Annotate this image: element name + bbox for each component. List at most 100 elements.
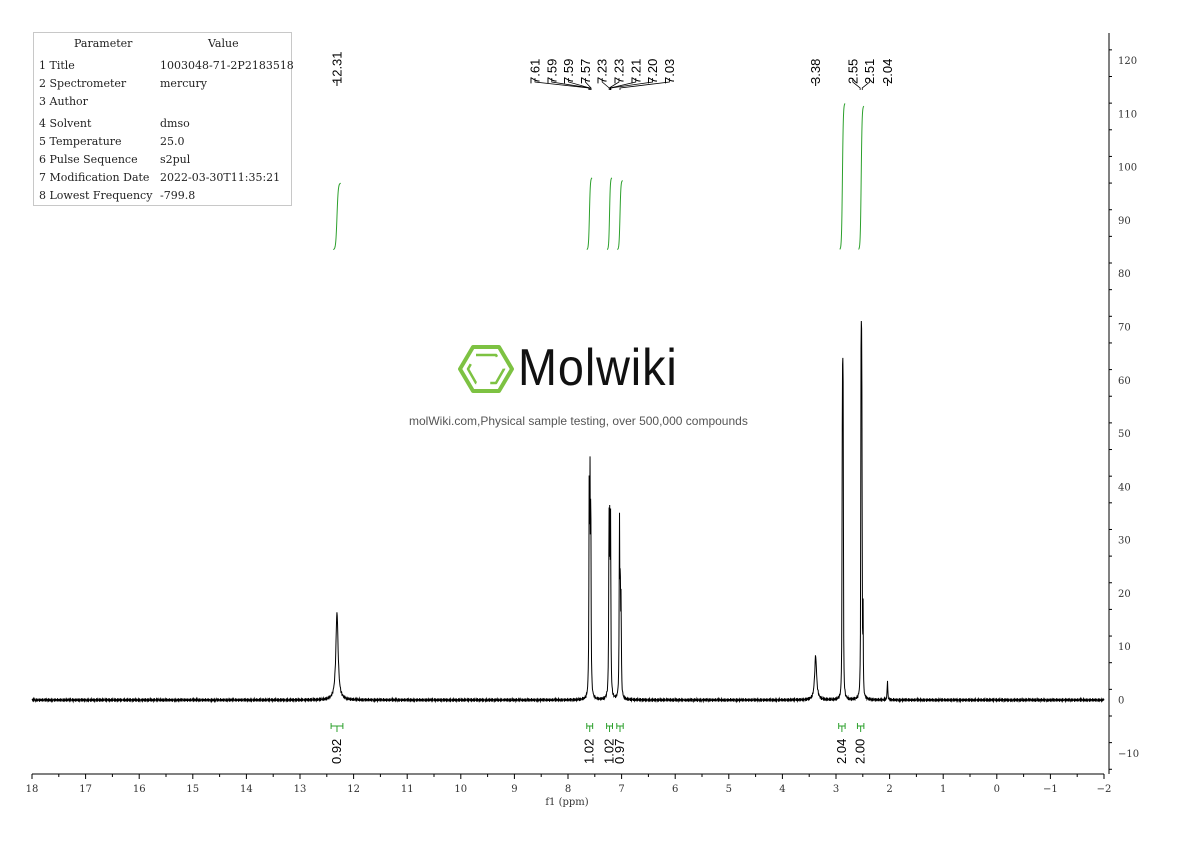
x-tick-label: 7 (618, 784, 624, 795)
y-tick-label: 110 (1118, 109, 1137, 120)
parameter-value: 1003048-71-2P2183518 (160, 59, 294, 72)
integral-value: 1.02 (582, 739, 597, 764)
parameter-key: 1 Title (39, 59, 75, 72)
parameter-key: 2 Spectrometer (39, 77, 127, 90)
spectrum-trace (31, 321, 1105, 704)
peak-label: 7.21 (628, 59, 643, 84)
integral-value: 0.92 (329, 739, 344, 764)
x-tick-label: 3 (833, 784, 839, 795)
integral-curve (617, 180, 623, 250)
peak-label-connector (608, 78, 620, 90)
peak-label: 2.04 (880, 59, 895, 84)
peak-label: 7.61 (527, 59, 542, 84)
peak-label-connector (619, 78, 670, 90)
integral-value: 2.00 (853, 739, 868, 764)
integral-curve (333, 182, 341, 250)
x-tick-label: 1 (940, 784, 946, 795)
peak-label: 7.20 (645, 59, 660, 84)
x-tick-label: 2 (886, 784, 892, 795)
integral-curve (606, 177, 613, 250)
parameter-key: 6 Pulse Sequence (39, 153, 138, 166)
peak-label-connector (861, 78, 870, 90)
y-tick-label: 30 (1118, 536, 1131, 547)
parameter-value: -799.8 (160, 189, 196, 202)
x-tick-label: −2 (1097, 784, 1112, 795)
parameter-key: 3 Author (39, 95, 88, 108)
integral-brackets: 0.92 1.02 1.020.97 2.04 2.00 (329, 723, 868, 764)
peak-label: 7.59 (561, 59, 576, 84)
peak-label-connector (852, 78, 861, 90)
parameter-header: Parameter (74, 37, 133, 50)
parameter-value: dmso (160, 117, 190, 130)
peak-label-connector (568, 78, 591, 90)
integral-curve (839, 103, 846, 250)
parameter-value: mercury (160, 77, 207, 90)
y-tick-label: 40 (1118, 482, 1131, 493)
integral-value: 2.04 (834, 739, 849, 764)
y-tick-label: 120 (1118, 56, 1137, 67)
y-tick-label: 20 (1118, 589, 1131, 600)
y-tick-label: 0 (1118, 696, 1124, 707)
parameter-key: 5 Temperature (39, 135, 122, 148)
x-tick-label: 0 (994, 784, 1000, 795)
y-tick-label: 90 (1118, 216, 1131, 227)
x-tick-label: 17 (79, 784, 92, 795)
integral-curve (858, 105, 865, 250)
integral-value: 0.97 (612, 739, 627, 764)
peak-label-connector (584, 78, 592, 90)
peak-label: 7.59 (544, 59, 559, 84)
peak-label-groups: 12.31 7.61 7.59 7.59 7.57 7.23 7.23 7.21 7.20 7.0… (329, 51, 895, 90)
x-tick-label: 15 (186, 784, 199, 795)
peak-label: 2.55 (845, 59, 860, 84)
x-tick-label: 5 (726, 784, 732, 795)
x-axis: 18 17 16 15 14 13 12 11 10 9 8 7 6 5 4 3 2 1 0 −1 −2 (26, 773, 1112, 795)
y-tick-label: 50 (1118, 429, 1131, 440)
watermark-tagline: molWiki.com,Physical sample testing, ove… (409, 414, 748, 428)
peak-label: 7.23 (595, 59, 610, 84)
y-tick-label: 10 (1118, 642, 1131, 653)
y-tick-label: 80 (1118, 269, 1131, 280)
y-tick-label: 70 (1118, 322, 1131, 333)
x-tick-label: 4 (779, 784, 785, 795)
x-axis-label: f1 (ppm) (545, 797, 588, 808)
integral-value: 1.02 (602, 739, 617, 764)
y-tick-label: 60 (1118, 376, 1131, 387)
x-tick-label: 14 (240, 784, 253, 795)
x-tick-label: 12 (347, 784, 360, 795)
peak-label-connector (534, 78, 590, 90)
parameter-value: 25.0 (160, 135, 185, 148)
spectrum-layer (31, 321, 1105, 704)
parameter-table: Parameter Value 1 Title 1003048-71-2P218… (33, 32, 294, 206)
peak-label-connector (609, 78, 637, 90)
peak-label: 7.57 (578, 59, 593, 84)
x-tick-label: 8 (565, 784, 571, 795)
x-tick-label: 16 (133, 784, 146, 795)
peak-label: 7.23 (611, 59, 626, 84)
x-tick-label: 9 (511, 784, 517, 795)
parameter-value: 2022-03-30T11:35:21 (160, 171, 281, 184)
peak-label: 7.03 (662, 59, 677, 84)
x-tick-label: −1 (1043, 784, 1058, 795)
x-tick-label: 18 (26, 784, 39, 795)
watermark-brand: Molwiki (518, 339, 678, 397)
peak-label-connector (610, 78, 653, 90)
parameter-key: 8 Lowest Frequency (39, 189, 153, 202)
peak-label: 2.51 (862, 59, 877, 84)
parameter-key: 4 Solvent (39, 117, 92, 130)
benzene-ring-icon (458, 345, 514, 393)
x-tick-label: 11 (401, 784, 414, 795)
integral-curves (333, 103, 865, 250)
x-tick-label: 13 (294, 784, 307, 795)
peak-label: 12.31 (329, 51, 344, 84)
y-tick-label: 100 (1118, 163, 1137, 174)
y-tick-label: −10 (1118, 749, 1139, 760)
x-tick-label: 6 (672, 784, 678, 795)
integral-curve (586, 177, 593, 250)
parameter-key: 7 Modification Date (39, 171, 150, 184)
x-tick-label: 10 (454, 784, 467, 795)
peak-label: 3.38 (808, 59, 823, 84)
y-axis: −10 0 10 20 30 40 50 60 70 80 90 100 110 120 (1108, 33, 1139, 774)
parameter-value: s2pul (160, 153, 191, 166)
value-header: Value (208, 37, 239, 50)
